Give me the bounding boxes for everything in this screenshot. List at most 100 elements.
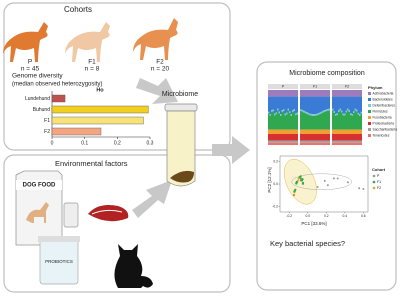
legend-entry: Actinobacteria — [373, 92, 394, 96]
decor-segment — [313, 114, 315, 116]
decor-segment — [344, 142, 346, 145]
decor-point — [296, 181, 299, 184]
decor-segment — [310, 129, 312, 134]
decor-segment — [347, 140, 349, 143]
diversity-title: Genome diversity — [12, 73, 63, 80]
decor-segment — [348, 134, 350, 141]
decor-segment — [316, 129, 318, 134]
decor-segment — [313, 140, 315, 143]
decor-segment — [304, 140, 306, 143]
decor-segment — [327, 142, 329, 145]
diversity-subtitle: (median observed heterozygosity) — [12, 82, 102, 88]
decor-segment — [356, 134, 358, 141]
decor-segment — [306, 140, 308, 143]
decor-segment — [310, 140, 312, 143]
decor-segment — [335, 142, 337, 145]
decor-segment — [268, 140, 270, 143]
y-tick-label: 0.0 — [273, 182, 278, 186]
panel-label: F2 — [345, 84, 349, 88]
decor-segment — [275, 96, 277, 113]
decor-segment — [322, 134, 324, 141]
decor-segment — [338, 110, 340, 112]
decor-segment — [335, 96, 337, 114]
decor-point — [299, 175, 302, 178]
decor-segment — [300, 90, 302, 97]
decor-segment — [359, 134, 361, 141]
decor-segment — [275, 140, 277, 143]
panel-strip — [268, 84, 298, 89]
legend-entry: Deferribacteres — [373, 104, 396, 108]
decor-segment — [357, 140, 359, 143]
decor-segment — [328, 129, 330, 134]
legend-entry: Fusobacteria — [373, 116, 392, 120]
decor-segment — [275, 114, 277, 130]
y-tick-label: Lundehund — [25, 96, 50, 102]
decor-segment — [344, 134, 346, 141]
decor-segment — [339, 108, 341, 111]
decor-segment — [336, 90, 338, 97]
decor-point — [362, 187, 365, 190]
decor-segment — [339, 96, 341, 109]
decor-segment — [274, 142, 276, 145]
bar-chart: 0 0.1 0.2 0.3 Lundehund Buhund F1 F2 — [25, 91, 154, 146]
decor-segment — [332, 129, 334, 134]
decor-segment — [315, 115, 317, 130]
legend-swatch — [372, 174, 376, 178]
decor-segment — [281, 90, 283, 97]
decor-segment — [287, 134, 289, 141]
cohort-label: P — [28, 59, 32, 66]
decor-segment — [313, 129, 315, 134]
decor-segment — [357, 142, 359, 145]
decor-segment — [274, 113, 276, 116]
legend-entry: Proteobacteria — [373, 122, 395, 126]
decor-segment — [280, 134, 282, 141]
decor-segment — [354, 134, 356, 141]
decor-segment — [319, 96, 321, 113]
decor-segment — [303, 142, 305, 145]
decor-segment — [347, 110, 349, 130]
sample-tube — [164, 103, 198, 187]
decor-segment — [321, 113, 323, 130]
decor-segment — [272, 90, 274, 97]
decor-segment — [357, 134, 359, 141]
probiotics-label: PROBIOTICS — [45, 259, 73, 264]
decor-segment — [350, 142, 352, 145]
decor-segment — [332, 134, 334, 141]
decor-segment — [324, 111, 326, 130]
decor-segment — [332, 90, 334, 97]
decor-segment — [345, 134, 347, 141]
decor-segment — [322, 140, 324, 143]
cohort-label: F2 — [156, 59, 164, 66]
decor-segment — [318, 114, 320, 130]
decor-segment — [281, 96, 283, 111]
y-tick-label: -0.2 — [272, 204, 278, 208]
decor-segment — [348, 110, 350, 112]
decor-segment — [313, 115, 315, 130]
decor-segment — [280, 140, 282, 143]
decor-segment — [274, 96, 276, 114]
decor-segment — [296, 129, 298, 134]
decor-segment — [339, 140, 341, 143]
decor-segment — [287, 140, 289, 143]
decor-point — [302, 182, 305, 185]
decor-segment — [324, 140, 326, 143]
decor-segment — [275, 112, 277, 115]
decor-segment — [342, 115, 344, 130]
decor-segment — [339, 134, 341, 141]
decor-segment — [280, 129, 282, 134]
decor-segment — [272, 109, 274, 112]
decor-point — [299, 179, 302, 182]
decor-segment — [333, 112, 335, 130]
food-label: DOG FOOD — [23, 183, 56, 189]
decor-segment — [335, 90, 337, 97]
legend-swatch — [368, 104, 371, 107]
decor-segment — [338, 140, 340, 143]
decor-segment — [289, 90, 291, 97]
decor-segment — [333, 134, 335, 141]
decor-segment — [322, 96, 324, 111]
decor-segment — [359, 140, 361, 143]
decor-segment — [292, 90, 294, 97]
decor-segment — [332, 142, 334, 145]
legend-swatch — [368, 134, 371, 137]
decor-segment — [306, 112, 308, 114]
